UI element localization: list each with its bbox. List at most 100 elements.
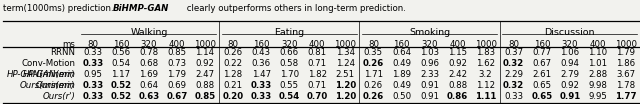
Text: 1.79: 1.79 [616, 48, 636, 57]
Text: 0.78: 0.78 [140, 48, 159, 57]
Text: 0.63: 0.63 [138, 92, 159, 101]
Text: 0.67: 0.67 [532, 59, 551, 68]
Text: 1.47: 1.47 [252, 70, 271, 79]
Text: 0.55: 0.55 [280, 81, 299, 90]
Text: 0.26: 0.26 [363, 59, 384, 68]
Text: 1.20: 1.20 [335, 92, 356, 101]
Text: 0.94: 0.94 [561, 59, 579, 68]
Text: 0.69: 0.69 [168, 81, 186, 90]
Text: Ours(minerr): Ours(minerr) [20, 81, 76, 90]
Text: 80: 80 [508, 40, 519, 49]
Text: 320: 320 [281, 40, 298, 49]
Text: 0.32: 0.32 [503, 59, 524, 68]
Text: 0.37: 0.37 [504, 48, 524, 57]
Text: 0.33: 0.33 [82, 92, 104, 101]
Text: 0.96: 0.96 [420, 59, 439, 68]
Text: 2.79: 2.79 [561, 70, 579, 79]
Text: 0.21: 0.21 [223, 81, 243, 90]
Text: 400: 400 [309, 40, 326, 49]
Text: 1.34: 1.34 [336, 48, 355, 57]
Text: 0.26: 0.26 [364, 81, 383, 90]
Text: 0.91: 0.91 [420, 92, 439, 101]
Text: 2.29: 2.29 [504, 70, 524, 79]
Text: 0.73: 0.73 [168, 59, 186, 68]
Text: Ours(r'): Ours(r') [43, 92, 76, 101]
Text: 0.64: 0.64 [140, 81, 159, 90]
Text: 1.89: 1.89 [392, 70, 411, 79]
Text: 0.22: 0.22 [223, 59, 243, 68]
Text: 0.26: 0.26 [223, 48, 243, 57]
Text: 0.85: 0.85 [195, 92, 216, 101]
Text: 0.91: 0.91 [420, 81, 439, 90]
Text: 1.69: 1.69 [140, 70, 158, 79]
Text: 2.42: 2.42 [448, 70, 467, 79]
Text: 0.88: 0.88 [448, 81, 467, 90]
Text: 320: 320 [421, 40, 438, 49]
Text: 0.33: 0.33 [504, 92, 524, 101]
Text: 1.06: 1.06 [560, 48, 579, 57]
Text: 0.67: 0.67 [166, 92, 188, 101]
Text: 0.49: 0.49 [392, 59, 411, 68]
Text: 1.82: 1.82 [308, 70, 327, 79]
Text: 1000: 1000 [194, 40, 216, 49]
Text: 0.54: 0.54 [278, 92, 300, 101]
Text: 2.61: 2.61 [532, 70, 551, 79]
Text: 1.70: 1.70 [280, 70, 299, 79]
Text: 0.49: 0.49 [392, 81, 411, 90]
Text: 1.24: 1.24 [336, 59, 355, 68]
Text: 80: 80 [87, 40, 99, 49]
Text: BiHMP-GAN: BiHMP-GAN [113, 4, 170, 13]
Text: 0.54: 0.54 [111, 59, 131, 68]
Text: 1.14: 1.14 [195, 48, 214, 57]
Text: 400: 400 [449, 40, 466, 49]
Text: 0.64: 0.64 [392, 48, 411, 57]
Text: Smoking: Smoking [409, 28, 450, 37]
Text: 1.62: 1.62 [476, 59, 495, 68]
Text: 1.10: 1.10 [588, 48, 607, 57]
Text: 160: 160 [113, 40, 129, 49]
Text: 0.92: 0.92 [195, 59, 214, 68]
Text: 2.33: 2.33 [420, 70, 439, 79]
Text: 1.11: 1.11 [475, 92, 497, 101]
Text: 400: 400 [589, 40, 606, 49]
Text: 0.56: 0.56 [111, 48, 131, 57]
Text: 0.77: 0.77 [532, 48, 551, 57]
Text: 0.35: 0.35 [364, 48, 383, 57]
Text: 1000: 1000 [615, 40, 637, 49]
Text: ms: ms [63, 40, 76, 49]
Text: 0.43: 0.43 [252, 48, 271, 57]
Text: 1.83: 1.83 [476, 48, 495, 57]
Text: 1.78: 1.78 [616, 81, 636, 90]
Text: 1.77: 1.77 [615, 92, 637, 101]
Text: 0.71: 0.71 [308, 81, 327, 90]
Text: 1.17: 1.17 [111, 70, 131, 79]
Text: 9.95: 9.95 [588, 92, 607, 101]
Text: 0.36: 0.36 [252, 59, 271, 68]
Text: 2.51: 2.51 [336, 70, 355, 79]
Text: 0.52: 0.52 [110, 81, 131, 90]
Text: Discussion: Discussion [545, 28, 595, 37]
Text: 0.70: 0.70 [307, 92, 328, 101]
Text: 0.33: 0.33 [250, 92, 272, 101]
Text: Walking: Walking [130, 28, 168, 37]
Text: 80: 80 [228, 40, 239, 49]
Text: 0.33: 0.33 [82, 59, 104, 68]
Text: 320: 320 [141, 40, 157, 49]
Text: 0.91: 0.91 [559, 92, 580, 101]
Text: 1000: 1000 [334, 40, 356, 49]
Text: 2.88: 2.88 [588, 70, 607, 79]
Text: 1.15: 1.15 [448, 48, 467, 57]
Text: Conv-Motion: Conv-Motion [22, 59, 76, 68]
Text: 160: 160 [253, 40, 269, 49]
Text: 1.28: 1.28 [223, 70, 243, 79]
Text: 0.33: 0.33 [83, 48, 102, 57]
Text: 0.81: 0.81 [308, 48, 327, 57]
Text: term(1000ms) prediction.: term(1000ms) prediction. [3, 4, 114, 13]
Text: Ours(min: Ours(min [36, 81, 76, 90]
Text: Eating: Eating [274, 28, 304, 37]
Text: 3.67: 3.67 [616, 70, 636, 79]
Text: 0.65: 0.65 [532, 81, 551, 90]
Text: 1.20: 1.20 [335, 81, 356, 90]
Text: 320: 320 [561, 40, 578, 49]
Text: 0.33: 0.33 [82, 81, 104, 90]
